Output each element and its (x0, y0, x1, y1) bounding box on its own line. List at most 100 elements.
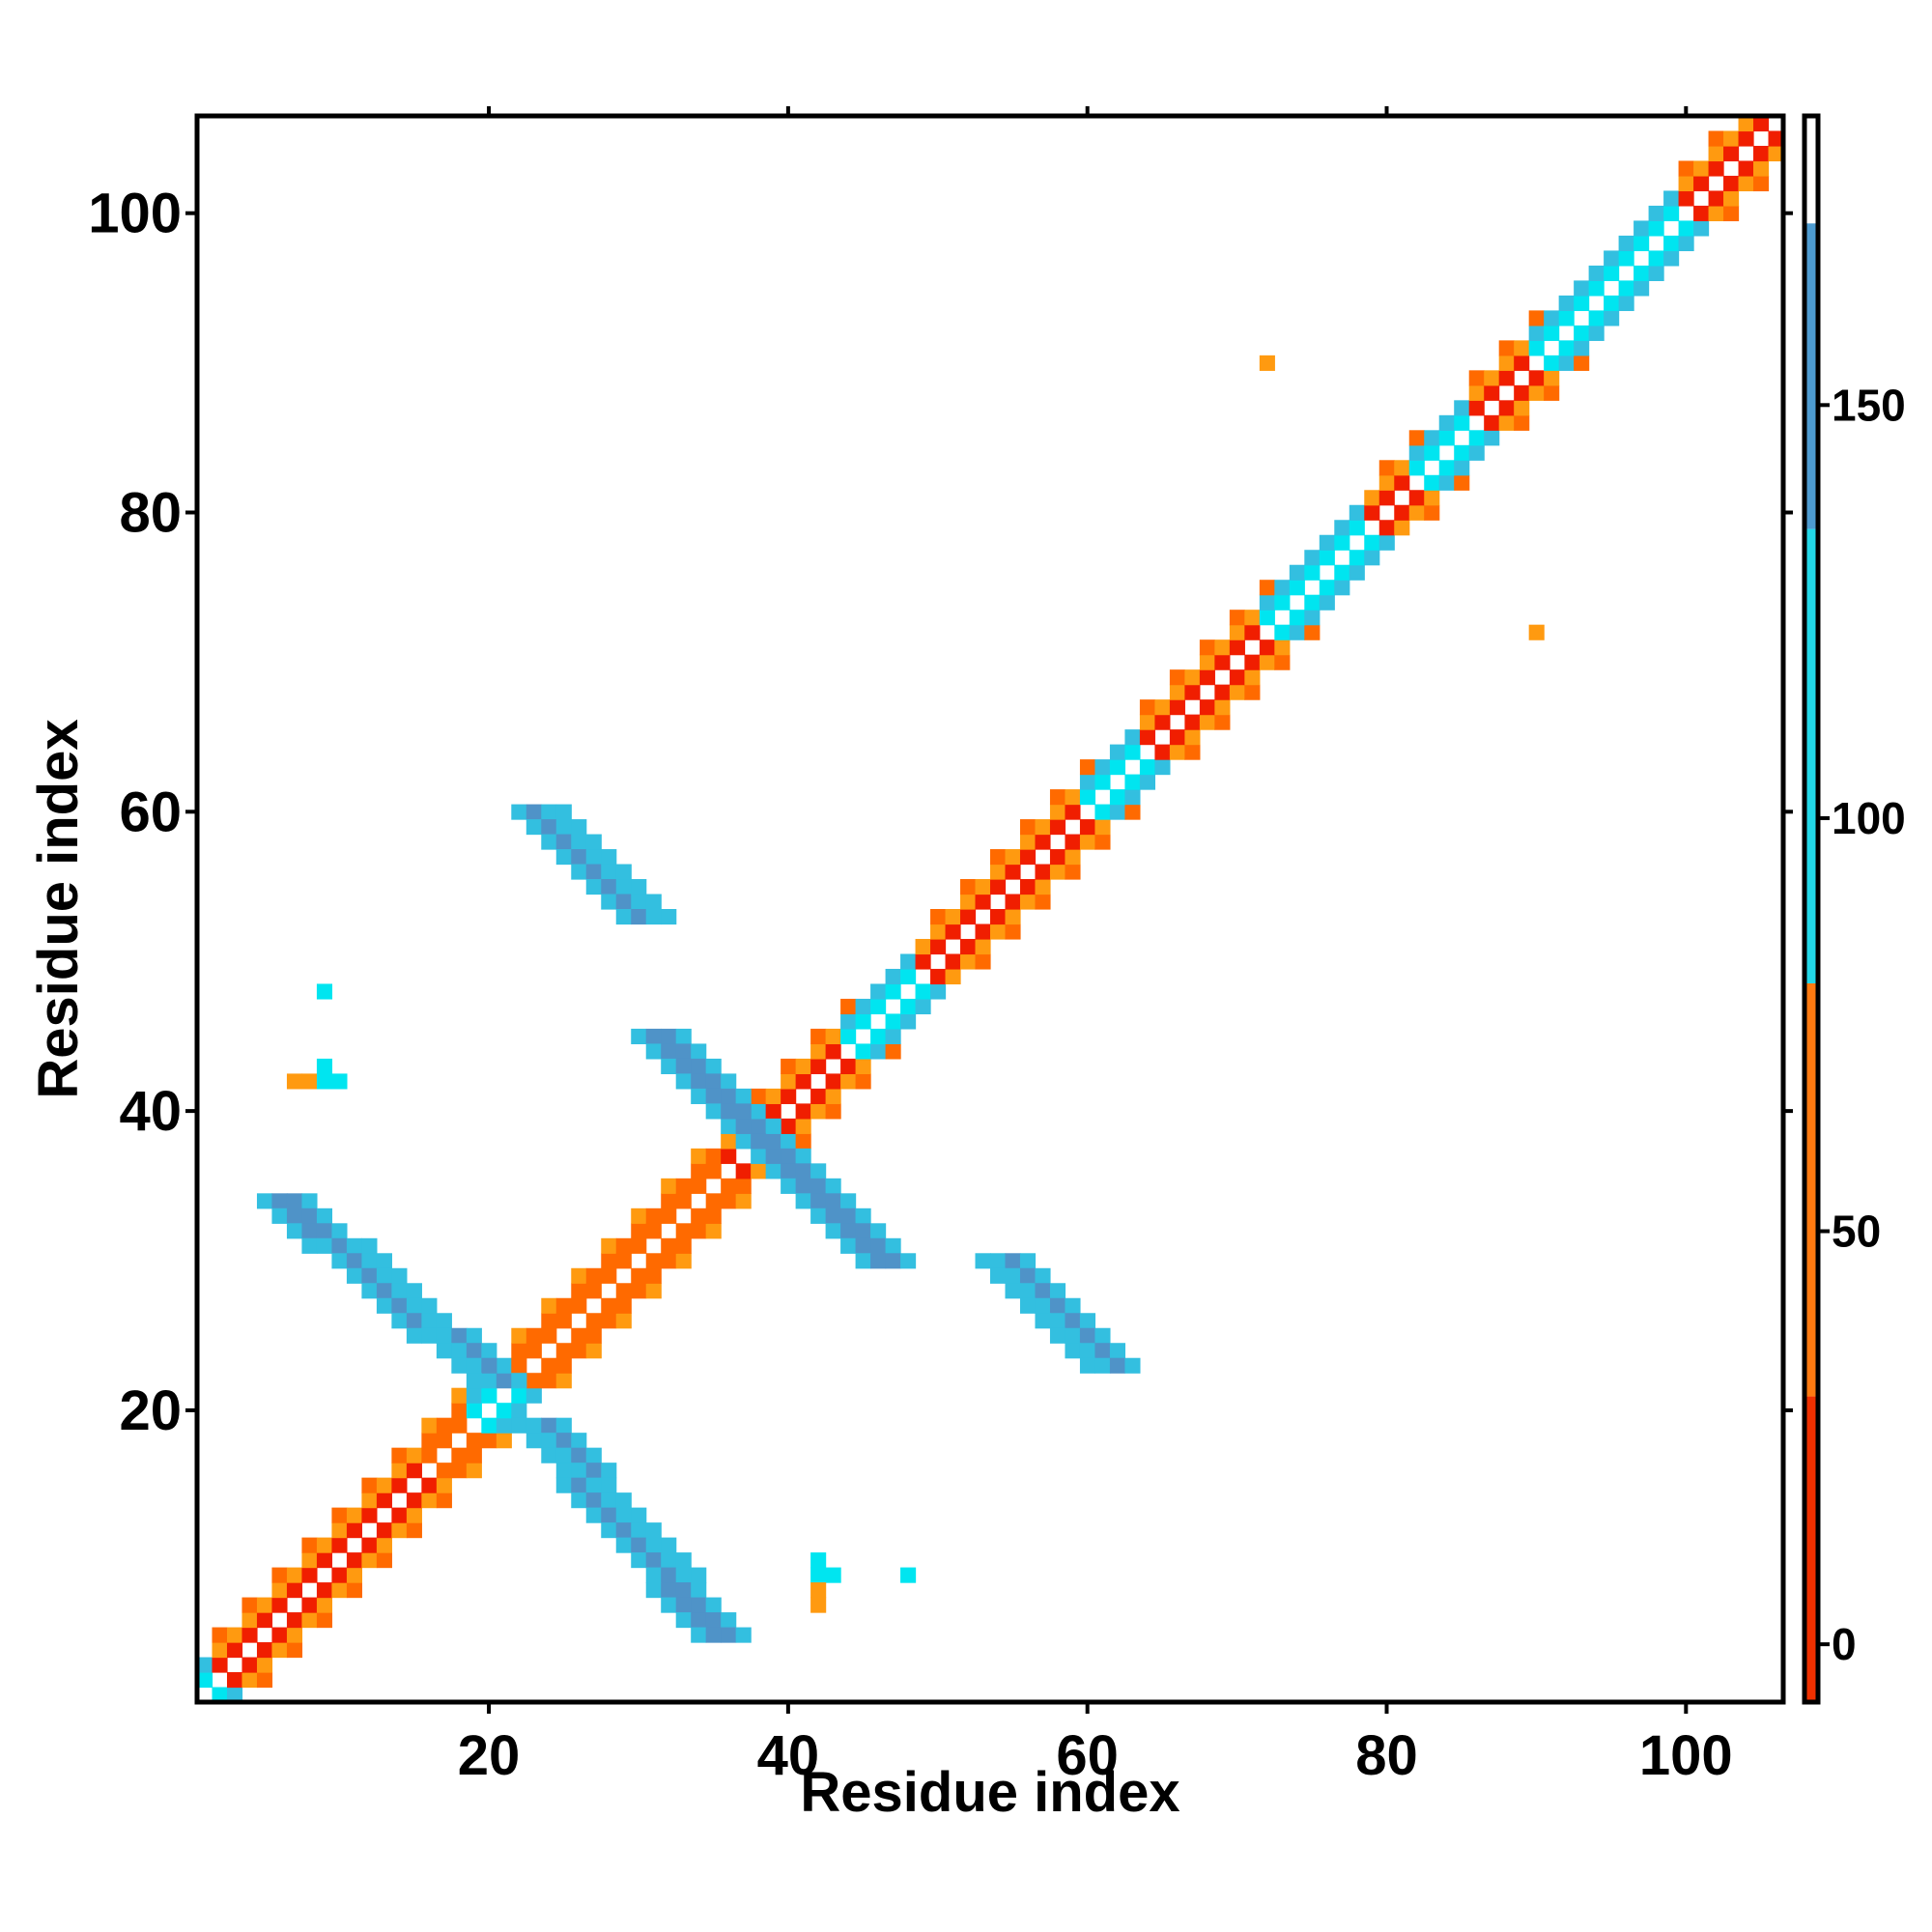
heatmap-cell (1588, 325, 1605, 341)
heatmap-cell (1378, 534, 1395, 551)
heatmap-cell (675, 1582, 692, 1599)
heatmap-cell (331, 1073, 348, 1090)
heatmap-cell (1199, 654, 1215, 670)
heatmap-cell (1408, 444, 1425, 461)
heatmap-cell (631, 1552, 647, 1569)
heatmap-cell (705, 1088, 722, 1104)
heatmap-cell (1574, 295, 1590, 311)
heatmap-cell (242, 1612, 258, 1629)
heatmap-cell (870, 1253, 887, 1269)
heatmap-cell (615, 1492, 632, 1509)
heatmap-cell (286, 1567, 303, 1583)
heatmap-cell (331, 1582, 348, 1599)
heatmap-cell (1229, 624, 1245, 640)
heatmap-cell (346, 1582, 362, 1599)
heatmap-cell (585, 1327, 602, 1344)
heatmap-cell (481, 1387, 497, 1404)
heatmap-cell (1289, 580, 1305, 596)
heatmap-cell (781, 1118, 797, 1134)
heatmap-cell (585, 849, 602, 866)
heatmap-cell (1259, 355, 1275, 371)
heatmap-cell (1065, 1297, 1081, 1314)
heatmap-cell (930, 923, 947, 940)
heatmap-cell (1259, 610, 1275, 626)
heatmap-cell (466, 1327, 482, 1344)
heatmap-cell (541, 804, 557, 820)
heatmap-cell (1079, 819, 1096, 836)
heatmap-cell (1588, 310, 1605, 327)
heatmap-cell (301, 1597, 318, 1613)
heatmap-cell (1514, 400, 1530, 416)
heatmap-cell (391, 1507, 408, 1523)
heatmap-cell (1019, 834, 1037, 850)
heatmap-cell (406, 1447, 422, 1463)
heatmap-cell (436, 1327, 452, 1344)
heatmap-cell (855, 1013, 871, 1030)
heatmap-cell (391, 1447, 408, 1463)
heatmap-cell (1738, 175, 1754, 192)
heatmap-cell (691, 1627, 707, 1643)
heatmap-cell (1035, 894, 1051, 910)
heatmap-cell (1139, 714, 1155, 730)
heatmap-cell (631, 1267, 647, 1284)
heatmap-cell (1139, 759, 1155, 776)
heatmap-cell (885, 968, 901, 985)
heatmap-cell (391, 1522, 408, 1539)
heatmap-cell (1289, 624, 1305, 640)
heatmap-cell (1604, 265, 1620, 281)
heatmap-cell (1693, 175, 1710, 192)
heatmap-cell (1618, 295, 1634, 311)
heatmap-cell (421, 1433, 438, 1449)
heatmap-cell (526, 1433, 542, 1449)
heatmap-cell (645, 1043, 662, 1060)
heatmap-cell (1424, 490, 1440, 506)
heatmap-cell (1289, 564, 1305, 581)
heatmap-cell (631, 1208, 647, 1224)
heatmap-cell (511, 804, 527, 820)
heatmap-cell (331, 1237, 348, 1254)
heatmap-cell (1753, 160, 1770, 177)
heatmap-cell (1544, 384, 1560, 401)
heatmap-cell (391, 1463, 408, 1479)
heatmap-cell (810, 1597, 827, 1613)
heatmap-cell (705, 1148, 722, 1164)
heatmap-cell (631, 1522, 647, 1539)
heatmap-cell (1094, 774, 1111, 790)
heatmap-cell (765, 1103, 781, 1120)
heatmap-cell (1319, 534, 1335, 551)
heatmap-cell (466, 1403, 482, 1419)
heatmap-cell (346, 1253, 362, 1269)
heatmap-cell (1094, 1357, 1111, 1374)
heatmap-cell (555, 1297, 572, 1314)
heatmap-cell (1648, 250, 1664, 267)
heatmap-cell (1708, 190, 1724, 207)
heatmap-cell (1049, 789, 1066, 806)
heatmap-cell (1274, 624, 1291, 640)
heatmap-cell (675, 1552, 692, 1569)
heatmap-cell (810, 1193, 827, 1209)
heatmap-cell (930, 983, 947, 1000)
heatmap-cell (1065, 849, 1081, 866)
heatmap-cell (870, 983, 887, 1000)
heatmap-cell (1035, 1283, 1051, 1299)
heatmap-cell (1094, 1343, 1111, 1359)
heatmap-cell (661, 1208, 677, 1224)
heatmap-cell (1214, 684, 1231, 700)
heatmap-cell (721, 1178, 737, 1194)
heatmap-cell (1049, 849, 1066, 866)
heatmap-cell (1019, 819, 1037, 836)
heatmap-cell (331, 1567, 348, 1583)
heatmap-cell (615, 1522, 632, 1539)
heatmap-cell (691, 1567, 707, 1583)
heatmap-cell (990, 923, 1007, 940)
heatmap-cell (1454, 414, 1470, 431)
heatmap-cell (361, 1552, 378, 1569)
heatmap-cell (825, 1073, 841, 1090)
heatmap-cell (555, 849, 572, 866)
heatmap-cell (661, 909, 677, 925)
heatmap-cell (691, 1148, 707, 1164)
heatmap-cell (242, 1597, 258, 1613)
heatmap-cell (661, 1567, 677, 1583)
heatmap-cell (1304, 610, 1321, 626)
heatmap-cell (1049, 804, 1066, 820)
